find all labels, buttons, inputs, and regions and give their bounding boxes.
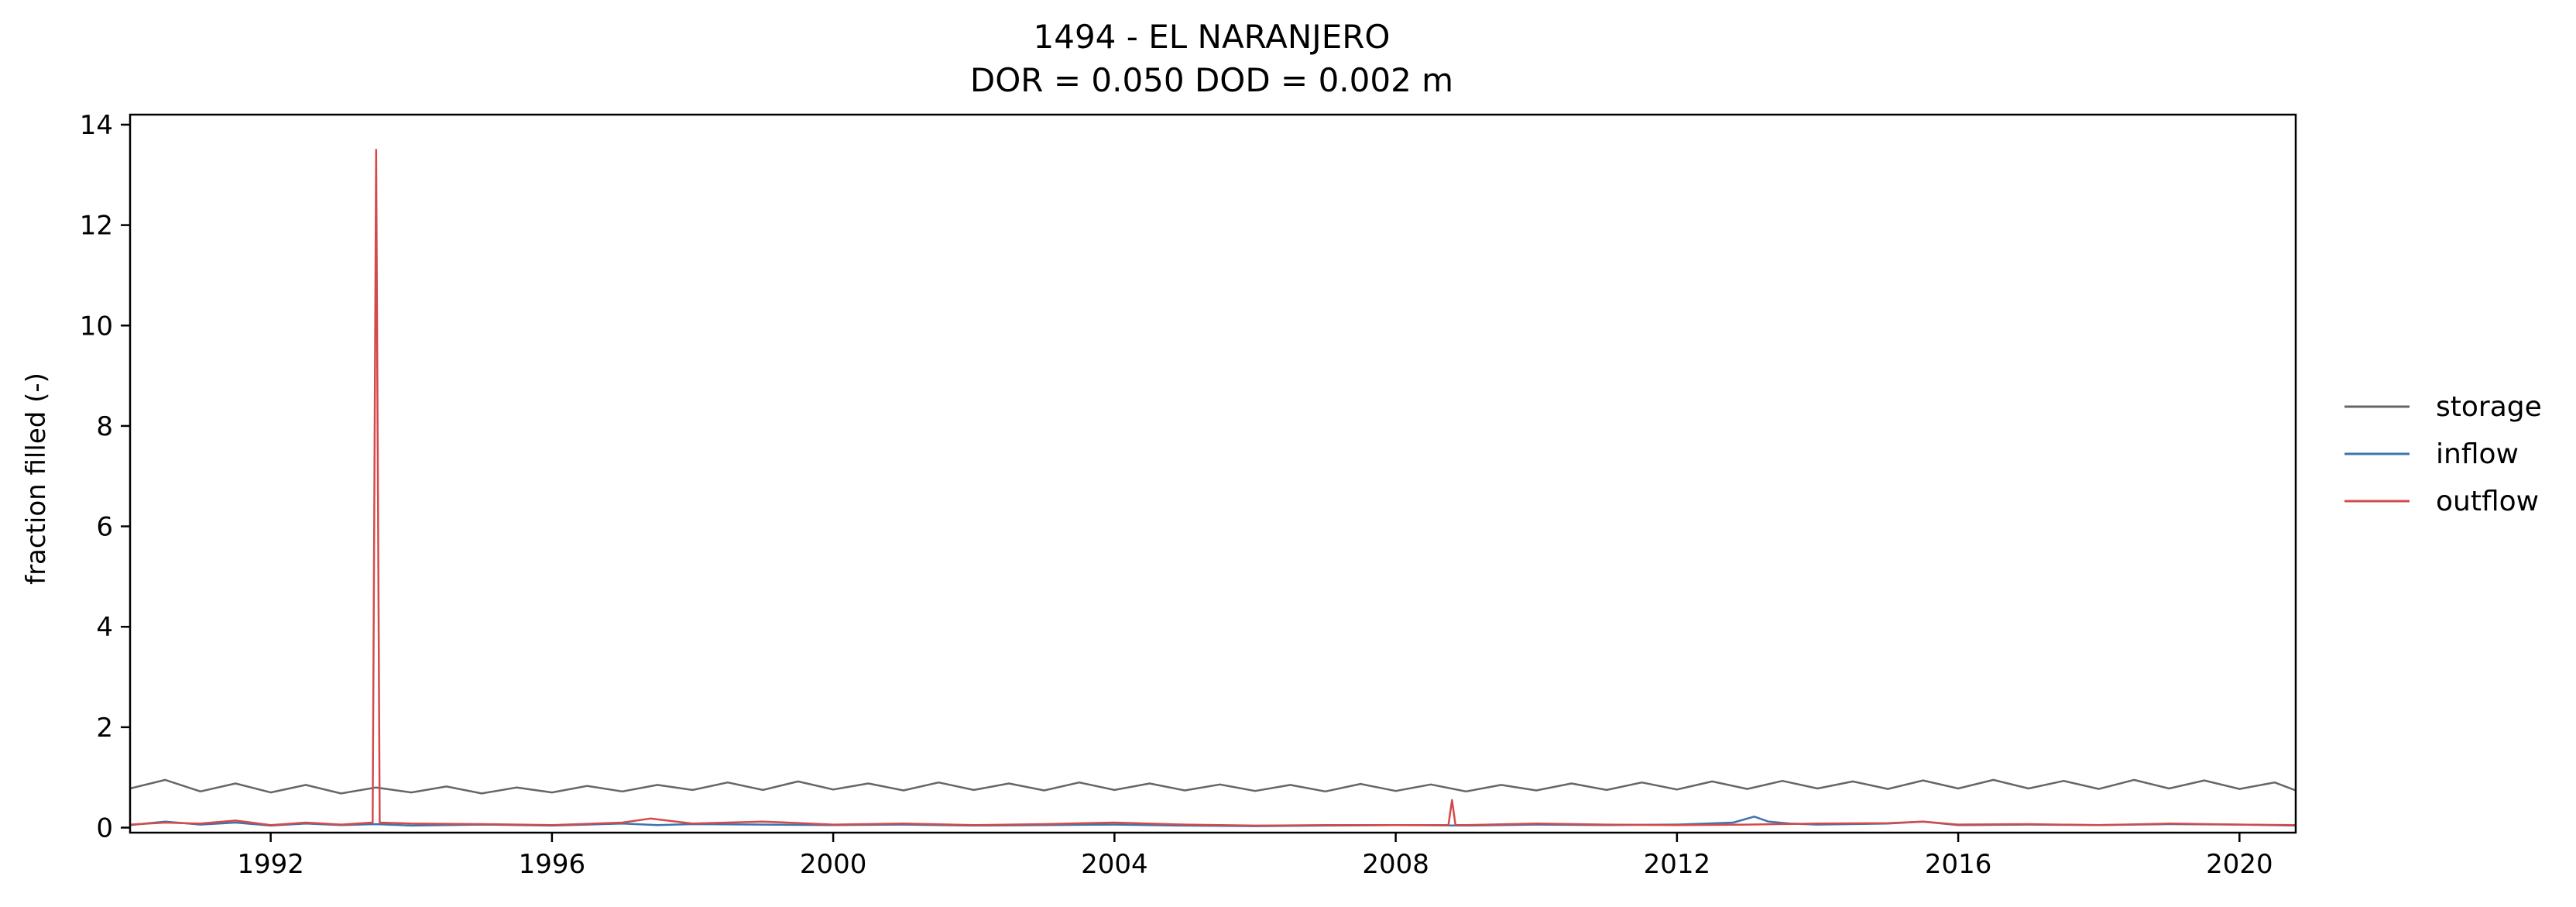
x-tick-label: 2008 [1362,849,1429,880]
y-tick-label: 14 [80,110,113,141]
x-tick-label: 2000 [800,849,867,880]
y-tick-label: 6 [96,512,113,543]
legend-label-inflow: inflow [2436,438,2519,470]
y-axis-ticks: 0 2 4 6 8 10 12 14 [80,110,130,844]
chart-subtitle: DOR = 0.050 DOD = 0.002 m [970,61,1453,99]
y-tick-label: 4 [96,612,113,643]
legend-label-outflow: outflow [2436,486,2539,517]
y-tick-label: 10 [80,311,113,342]
x-tick-label: 1996 [519,849,586,880]
chart-legend: storage inflow outflow [2344,391,2542,517]
x-tick-label: 2012 [1644,849,1711,880]
x-tick-label: 2004 [1081,849,1148,880]
y-tick-label: 0 [96,813,113,844]
x-axis-ticks: 1992 1996 2000 2004 2008 2012 2016 2020 [237,833,2273,880]
x-tick-label: 2020 [2206,849,2273,880]
plot-area [129,149,2296,827]
y-tick-label: 8 [96,411,113,442]
series-line-storage [129,778,2296,795]
chart-title: 1494 - EL NARANJERO [1034,18,1391,56]
series-line-outflow [129,149,2296,827]
x-tick-label: 1992 [237,849,304,880]
y-tick-label: 12 [80,211,113,242]
plot-frame [129,113,2297,834]
y-axis-label: fraction filled (-) [21,373,52,585]
y-tick-label: 2 [96,713,113,744]
x-tick-label: 2016 [1925,849,1992,880]
legend-label-storage: storage [2436,391,2542,423]
